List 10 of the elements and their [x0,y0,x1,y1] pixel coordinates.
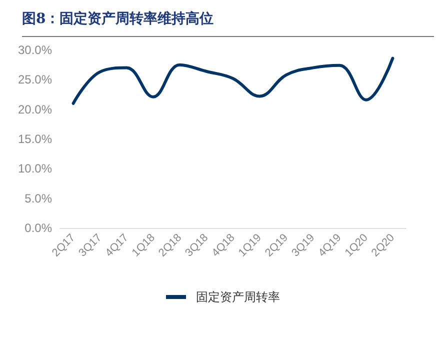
chart-title: 图8：固定资产周转率维持高位 [22,10,214,28]
y-tick-label: 10.0% [18,162,52,176]
y-tick-label: 0.0% [24,221,52,235]
legend-label: 固定资产周转率 [196,290,280,304]
y-tick-label: 20.0% [18,102,52,116]
y-tick-label: 25.0% [18,72,52,87]
y-tick-label: 5.0% [24,191,52,206]
y-tick-label: 15.0% [18,132,52,146]
line-series [72,56,394,105]
y-tick-label: 30.0% [18,43,52,57]
